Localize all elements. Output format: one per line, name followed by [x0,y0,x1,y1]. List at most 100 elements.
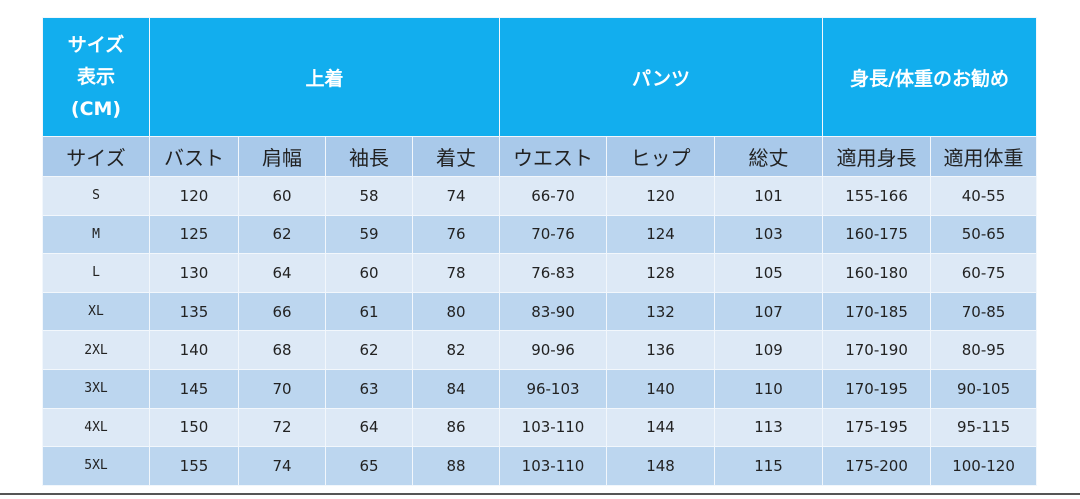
table-cell: 66-70 [499,176,608,216]
pants-group-header: パンツ [499,17,824,137]
table-cell: 103-110 [499,407,608,448]
table-cell: 132 [606,291,716,332]
table-row: 2XL 140 68 62 82 90-96 136 109 170-190 80-95 [42,330,1038,370]
table-cell: 90-105 [930,368,1038,409]
table-cell: 96-103 [499,368,608,409]
table-row: L 130 64 60 78 76-83 128 105 160-180 60-75 [42,253,1038,293]
table-cell: 170-190 [822,330,932,370]
table-cell: 109 [714,330,824,370]
table-row: XL 135 66 61 80 83-90 132 107 170-185 70-85 [42,291,1038,332]
table-cell: 155 [149,446,239,486]
table-cell: 105 [714,253,824,293]
table-cell: 72 [238,407,326,448]
table-cell: 61 [325,291,413,332]
table-cell: 100-120 [930,446,1038,486]
table-cell: 76-83 [499,253,608,293]
table-cell: 107 [714,291,824,332]
size-label-line: (CM) [70,98,122,120]
size-label-header: サイズ 表示 (CM) [42,17,150,137]
table-cell: 70-76 [499,214,608,255]
table-cell: 84 [411,368,501,409]
table-cell: 80 [411,291,501,332]
table-cell: 62 [238,214,326,255]
table-cell: 130 [149,253,239,293]
table-body: S 120 60 58 74 66-70 120 101 155-166 40-55 M 125 62 5… [42,176,1038,486]
table-row: 5XL 155 74 65 88 103-110 148 115 175-200 100-120 [42,446,1038,486]
table-cell: 63 [325,368,413,409]
size-chart-table: サイズ 表示 (CM) 上着 パンツ 身長/体重のお勧め サイズ バスト 肩幅 袖長着… [42,17,1038,486]
size-cell: 2XL [42,330,150,370]
table-cell: 170-195 [822,368,932,409]
column-header: サイズ [42,136,150,177]
column-header: バスト [149,136,239,177]
column-header: 総丈 [714,136,824,177]
table-cell: 74 [411,176,501,216]
table-cell: 140 [149,330,239,370]
divider [0,493,1080,495]
table-cell: 60 [325,253,413,293]
table-cell: 160-175 [822,214,932,255]
table-cell: 124 [606,214,716,255]
size-cell: L [42,253,150,293]
size-cell: 3XL [42,368,150,409]
table-cell: 135 [149,291,239,332]
table-cell: 155-166 [822,176,932,216]
table-cell: 175-195 [822,407,932,448]
size-cell: S [42,176,150,216]
table-row: S 120 60 58 74 66-70 120 101 155-166 40-55 [42,176,1038,216]
table-cell: 40-55 [930,176,1038,216]
table-cell: 60-75 [930,253,1038,293]
table-cell: 80-95 [930,330,1038,370]
table-cell: 120 [606,176,716,216]
column-header: 着丈 [411,136,501,177]
table-cell: 110 [714,368,824,409]
table-cell: 136 [606,330,716,370]
group-header-row: サイズ 表示 (CM) 上着 パンツ 身長/体重のお勧め [42,17,1038,137]
column-header: ウエスト [499,136,608,177]
table-cell: 115 [714,446,824,486]
recommend-group-header: 身長/体重のお勧め [822,17,1038,137]
table-cell: 145 [149,368,239,409]
table-cell: 70-85 [930,291,1038,332]
table-row: 3XL 145 70 63 84 96-103 140 110 170-195 90-105 [42,368,1038,409]
table-cell: 65 [325,446,413,486]
table-cell: 64 [238,253,326,293]
table-cell: 76 [411,214,501,255]
column-header: ヒップ [606,136,716,177]
table-cell: 78 [411,253,501,293]
table-cell: 82 [411,330,501,370]
top-group-header: 上着 [148,17,501,137]
table-cell: 128 [606,253,716,293]
table-cell: 59 [325,214,413,255]
table-row: M 125 62 59 76 70-76 124 103 160-175 50-65 [42,214,1038,255]
size-label-line: サイズ [67,34,125,56]
table-cell: 170-185 [822,291,932,332]
table-cell: 144 [606,407,716,448]
column-header-row: サイズ バスト 肩幅 袖長 着丈 ウエスト ヒップ 総丈 適用身長 適用体重 [42,136,1038,177]
table-cell: 150 [149,407,239,448]
table-cell: 66 [238,291,326,332]
size-cell: 4XL [42,407,150,448]
table-cell: 58 [325,176,413,216]
table-cell: 140 [606,368,716,409]
size-cell: XL [42,291,150,332]
table-cell: 103-110 [499,446,608,486]
table-cell: 160-180 [822,253,932,293]
table-cell: 70 [238,368,326,409]
table-cell: 88 [411,446,501,486]
column-header: 袖長 [325,136,413,177]
table-cell: 101 [714,176,824,216]
table-cell: 120 [149,176,239,216]
table-cell: 50-65 [930,214,1038,255]
table-cell: 148 [606,446,716,486]
table-cell: 86 [411,407,501,448]
size-cell: 5XL [42,446,150,486]
size-label-line: 表示 [76,66,115,88]
column-header: 適用体重 [930,136,1038,177]
table-cell: 90-96 [499,330,608,370]
table-row: 4XL 150 72 64 86 103-110 144 113 175-195 95-115 [42,407,1038,448]
table-cell: 60 [238,176,326,216]
table-cell: 64 [325,407,413,448]
table-cell: 113 [714,407,824,448]
table-cell: 175-200 [822,446,932,486]
